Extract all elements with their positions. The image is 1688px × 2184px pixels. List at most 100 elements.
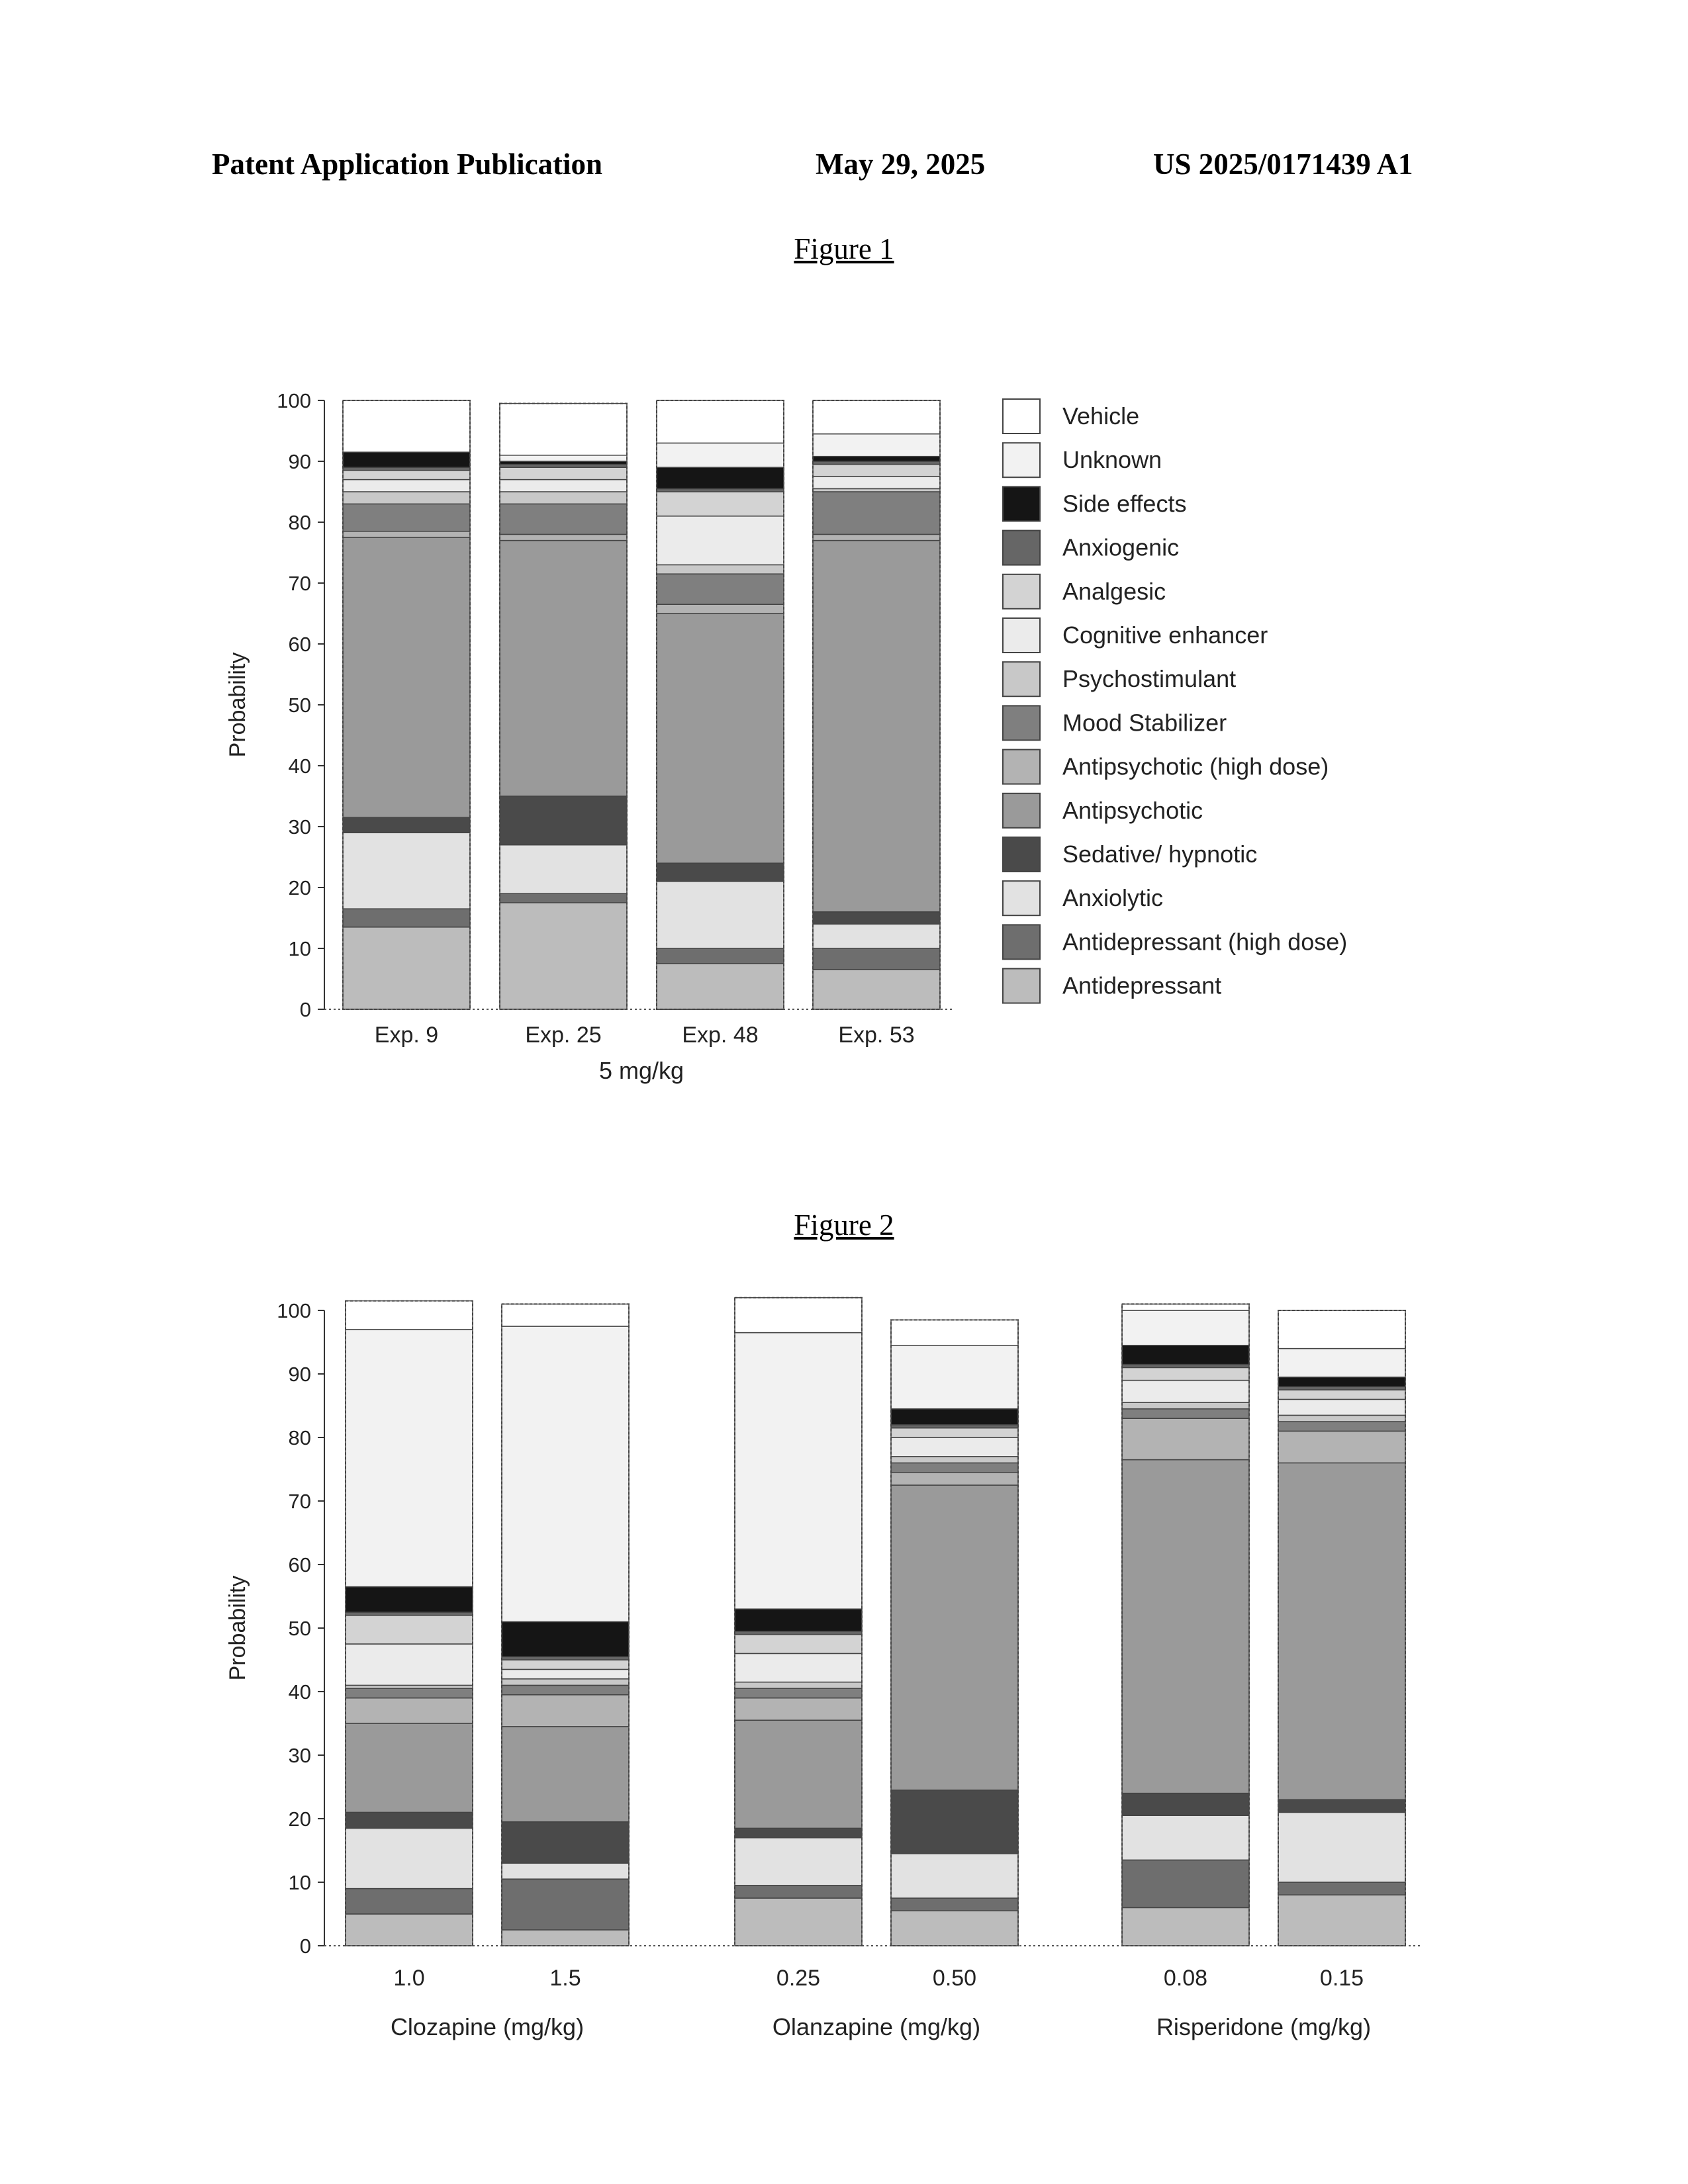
legend-swatch-cognitive-enhancer — [1003, 618, 1040, 653]
bar-segment-side-effects — [1278, 1377, 1405, 1387]
y-tick-label: 90 — [289, 1363, 311, 1386]
legend-label-mood-stabilizer: Mood Stabilizer — [1062, 709, 1227, 736]
y-tick-label: 80 — [289, 1426, 311, 1449]
category-label: Exp. 25 — [525, 1023, 601, 1048]
bar-segment-unknown — [891, 1345, 1018, 1409]
bar-segment-anxiolytic — [502, 1863, 629, 1879]
legend-label-analgesic: Analgesic — [1062, 578, 1166, 605]
bar-segment-vehicle — [813, 400, 940, 434]
legend-label-cognitive-enhancer: Cognitive enhancer — [1062, 621, 1268, 649]
bar-segment-psychostimulant — [1122, 1402, 1249, 1409]
legend-label-sedative-hypnotic: Sedative/ hypnotic — [1062, 841, 1257, 868]
figure-1-title: Figure 1 — [0, 232, 1688, 266]
bar-segment-side-effects — [891, 1409, 1018, 1425]
bar-segment-vehicle — [343, 400, 470, 452]
bar-segment-sedative-hypnotic — [1278, 1799, 1405, 1812]
bar-segment-antidepressant — [891, 1911, 1018, 1946]
bar-segment-unknown — [1122, 1310, 1249, 1345]
y-tick-label: 100 — [277, 1299, 311, 1322]
bar-segment-antidepressant — [735, 1898, 862, 1946]
bar-segment-vehicle — [346, 1301, 473, 1330]
bar-segment-antipsychotic — [343, 537, 470, 817]
legend-swatch-unknown — [1003, 443, 1040, 477]
legend-swatch-anxiolytic — [1003, 881, 1040, 915]
bar-segment-antipsychotic-high-dose — [346, 1698, 473, 1723]
bar-segment-vehicle — [891, 1320, 1018, 1345]
category-label: 0.25 — [776, 1966, 820, 1991]
bar-segment-antidepressant-high-dose — [1122, 1860, 1249, 1907]
bar-segment-psychostimulant — [343, 492, 470, 504]
bar-segment-anxiolytic — [1122, 1815, 1249, 1860]
bar-segment-antidepressant — [657, 964, 784, 1009]
figure-1-chart: 0102030405060708090100ProbabilityExp. 9E… — [0, 298, 1688, 1125]
y-tick-label: 50 — [289, 694, 311, 717]
y-tick-label: 0 — [300, 1934, 311, 1958]
bar-segment-side-effects — [657, 467, 784, 488]
legend-label-antidepressant: Antidepressant — [1062, 972, 1221, 999]
y-tick-label: 30 — [289, 815, 311, 839]
figure-2-chart: 0102030405060708090100Probability1.01.50… — [0, 1257, 1688, 2085]
figure-1-title-text: Figure 1 — [794, 232, 894, 265]
category-label: 0.08 — [1164, 1966, 1207, 1991]
bar-segment-sedative-hypnotic — [343, 817, 470, 833]
bar-segment-cognitive-enhancer — [1122, 1381, 1249, 1403]
y-tick-label: 60 — [289, 633, 311, 656]
bar-segment-psychostimulant — [657, 565, 784, 574]
bar-segment-anxiolytic — [891, 1854, 1018, 1898]
legend-label-anxiogenic: Anxiogenic — [1062, 534, 1179, 561]
bar-segment-psychostimulant — [502, 1679, 629, 1686]
bar-segment-cognitive-enhancer — [502, 1669, 629, 1678]
bar-segment-vehicle — [500, 404, 627, 455]
bar-segment-mood-stabilizer — [891, 1463, 1018, 1472]
bar-segment-sedative-hypnotic — [502, 1822, 629, 1863]
bar-segment-side-effects — [813, 457, 940, 461]
legend-swatch-antipsychotic-high-dose — [1003, 750, 1040, 784]
bar-segment-unknown — [346, 1330, 473, 1587]
bar-segment-analgesic — [343, 471, 470, 480]
bar-segment-sedative-hypnotic — [657, 863, 784, 882]
bar-segment-antidepressant — [346, 1914, 473, 1946]
group-label: 5 mg/kg — [599, 1057, 684, 1084]
bar-segment-antidepressant — [502, 1930, 629, 1946]
bar-segment-antidepressant-high-dose — [502, 1879, 629, 1930]
legend-swatch-psychostimulant — [1003, 662, 1040, 696]
bar-segment-analgesic — [735, 1635, 862, 1654]
bar-segment-antipsychotic — [657, 614, 784, 863]
bar-segment-antidepressant-high-dose — [346, 1889, 473, 1914]
bar-segment-unknown — [657, 443, 784, 467]
y-tick-label: 100 — [277, 389, 311, 412]
bar-segment-antipsychotic — [500, 541, 627, 796]
bar-segment-unknown — [502, 1326, 629, 1621]
y-tick-label: 80 — [289, 511, 311, 534]
bar-segment-sedative-hypnotic — [813, 912, 940, 924]
legend-label-antipsychotic: Antipsychotic — [1062, 797, 1203, 824]
bar-segment-unknown — [1278, 1349, 1405, 1377]
bar-segment-antidepressant-high-dose — [813, 948, 940, 970]
bar-segment-antidepressant — [1278, 1895, 1405, 1946]
legend-label-anxiolytic: Anxiolytic — [1062, 884, 1163, 911]
bar-segment-antipsychotic — [1278, 1463, 1405, 1799]
bar-segment-vehicle — [1278, 1310, 1405, 1349]
bar-segment-cognitive-enhancer — [346, 1644, 473, 1685]
bar-segment-antipsychotic-high-dose — [813, 534, 940, 540]
legend-swatch-anxiogenic — [1003, 531, 1040, 565]
bar-segment-antidepressant — [343, 927, 470, 1009]
legend-label-vehicle: Vehicle — [1062, 402, 1139, 430]
category-label: Exp. 53 — [838, 1023, 914, 1048]
bar-segment-antipsychotic — [891, 1485, 1018, 1790]
bar-segment-mood-stabilizer — [813, 492, 940, 534]
bar-segment-antidepressant — [1122, 1907, 1249, 1946]
bar-segment-cognitive-enhancer — [735, 1653, 862, 1682]
group-label: Olanzapine (mg/kg) — [773, 2013, 980, 2040]
header-date: May 29, 2025 — [816, 147, 985, 181]
legend-swatch-vehicle — [1003, 399, 1040, 433]
bar-segment-analgesic — [813, 465, 940, 477]
bar-segment-mood-stabilizer — [657, 574, 784, 604]
bar-segment-mood-stabilizer — [346, 1688, 473, 1698]
bar-segment-antipsychotic-high-dose — [1278, 1431, 1405, 1463]
y-tick-label: 10 — [289, 1871, 311, 1894]
bar-segment-mood-stabilizer — [500, 504, 627, 534]
bar-segment-mood-stabilizer — [1278, 1422, 1405, 1431]
legend-swatch-mood-stabilizer — [1003, 705, 1040, 740]
bar-segment-anxiolytic — [813, 924, 940, 948]
